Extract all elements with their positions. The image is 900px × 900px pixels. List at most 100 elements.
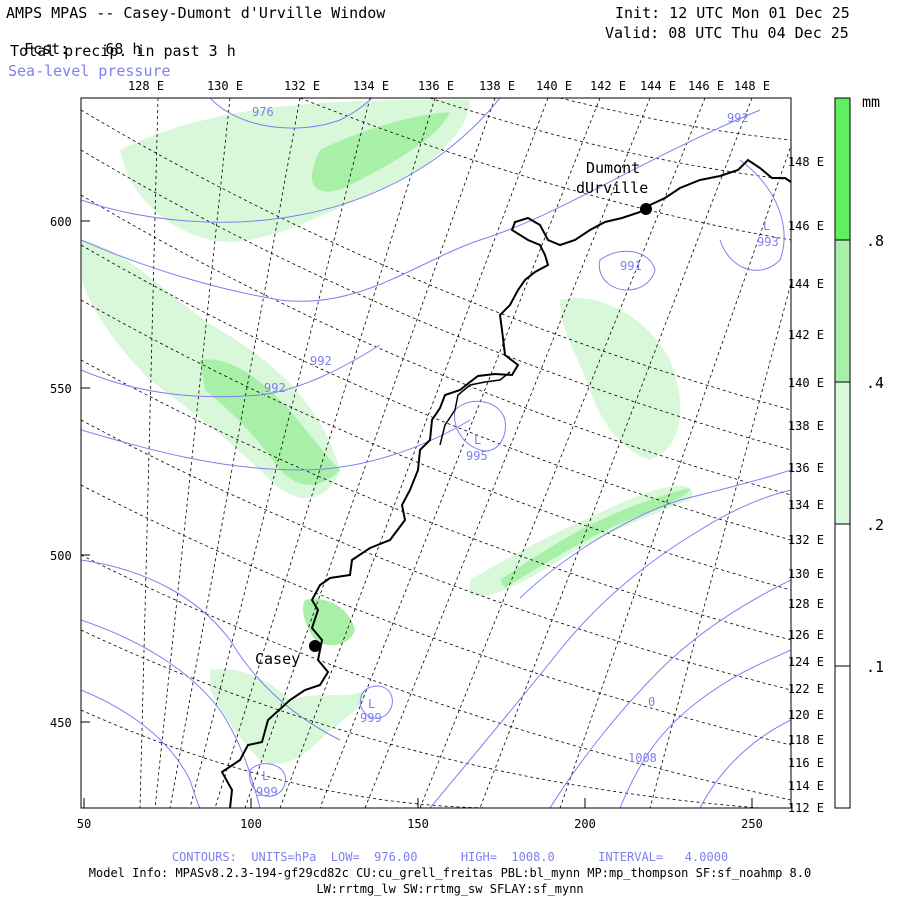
meridian-148 xyxy=(479,98,753,808)
colorbar-swatch-02 xyxy=(835,382,850,524)
lon-label-136: 136 E xyxy=(418,79,454,93)
y-label-500: 500 xyxy=(50,549,72,563)
contour-label-995: 995 xyxy=(466,449,488,463)
lon-label-142: 142 E xyxy=(590,79,626,93)
lat-label-3: 142 E xyxy=(788,328,824,342)
lon-label-132: 132 E xyxy=(284,79,320,93)
low-marker-mid: L xyxy=(474,433,481,447)
lon-label-128: 128 E xyxy=(128,79,164,93)
lat-label-16: 116 E xyxy=(788,756,824,770)
x-label-150: 150 xyxy=(407,817,429,831)
lat-label-9: 130 E xyxy=(788,567,824,581)
colorbar-swatch-08 xyxy=(835,98,850,240)
parallel-13 xyxy=(429,98,791,181)
init-time: Init: 12 UTC Mon 01 Dec 25 xyxy=(615,4,850,22)
lat-label-10: 128 E xyxy=(788,597,824,611)
low-marker-ne: L xyxy=(763,219,770,233)
x-label-100: 100 xyxy=(240,817,262,831)
isobar-east-b xyxy=(429,489,791,808)
y-label-450: 450 xyxy=(50,716,72,730)
meridian-128 xyxy=(139,98,159,808)
lat-label-14: 120 E xyxy=(788,708,824,722)
lat-label-12: 124 E xyxy=(788,655,824,669)
lat-label-4: 140 E xyxy=(788,376,824,390)
contour-label-993: 993 xyxy=(757,235,779,249)
right-lon-axis: 148 E 146 E 144 E 142 E 140 E 138 E 136 … xyxy=(788,155,824,815)
colorbar: mm .8 .4 .2 .1 xyxy=(834,93,884,809)
pressure-contours xyxy=(81,98,791,808)
contour-label-991: 991 xyxy=(620,259,642,273)
meridian-140 xyxy=(279,98,549,808)
colorbar-label-08: .8 xyxy=(866,232,884,250)
colorbar-frame xyxy=(834,97,851,809)
lon-label-134: 134 E xyxy=(353,79,389,93)
isobar-995-low xyxy=(454,400,506,452)
overlay-name: Sea-level pressure xyxy=(8,62,171,80)
lat-label-0: 148 E xyxy=(788,155,824,169)
forecast-hour: Fcst: 68 h xyxy=(6,22,141,58)
x-label-200: 200 xyxy=(574,817,596,831)
parallel-9 xyxy=(81,554,791,801)
parallel-12 xyxy=(299,98,791,241)
contour-label-999-a: 999 xyxy=(360,711,382,725)
station-labels: Casey Dumont dUrville xyxy=(255,159,648,668)
isobar-993-east xyxy=(719,159,785,271)
isobar-999-low xyxy=(249,763,286,797)
lat-label-2: 144 E xyxy=(788,277,824,291)
lat-label-7: 134 E xyxy=(788,498,824,512)
isobar-1004-a xyxy=(81,689,201,808)
left-axis: 600 550 500 450 xyxy=(50,215,72,730)
lat-label-17: 114 E xyxy=(788,779,824,793)
isobar-east-c xyxy=(549,579,791,808)
lon-label-146: 146 E xyxy=(688,79,724,93)
lon-label-144: 144 E xyxy=(640,79,676,93)
lat-label-5: 138 E xyxy=(788,419,824,433)
meridian-134 xyxy=(189,98,371,808)
parallel-7 xyxy=(81,419,791,691)
colorbar-swatch-04 xyxy=(835,240,850,382)
forecast-value: 68 h xyxy=(105,40,142,58)
parallel-10 xyxy=(81,629,761,808)
precip-area-band-core xyxy=(500,488,690,588)
valid-time: Valid: 08 UTC Thu 04 Dec 25 xyxy=(605,24,849,42)
isobar-992-mid xyxy=(81,344,381,398)
colorbar-swatch-01 xyxy=(835,524,850,666)
dumont-label-line2: dUrville xyxy=(576,179,648,197)
contour-label-992-mid: 992 xyxy=(310,354,332,368)
casey-marker xyxy=(309,640,321,652)
low-marker-casey: L xyxy=(368,697,375,711)
isobar-991 xyxy=(598,250,656,291)
forecast-label: Fcst: xyxy=(24,40,70,58)
lon-label-138: 138 E xyxy=(479,79,515,93)
isobar-north xyxy=(81,98,501,223)
precip-area-east xyxy=(560,298,681,460)
isobar-976 xyxy=(209,98,373,129)
meridian-130 xyxy=(154,98,231,808)
isobar-1000-b xyxy=(81,619,261,808)
graticule xyxy=(81,98,791,808)
contour-label-992-ne: 992 xyxy=(727,111,749,125)
meridian-146 xyxy=(419,98,706,808)
physics-info: LW:rrtmg_lw SW:rrtmg_sw SFLAY:sf_mynn xyxy=(316,882,584,896)
y-label-600: 600 xyxy=(50,215,72,229)
contour-labels: 976 992 992 992 991 993 995 999 999 1008… xyxy=(252,105,779,799)
lat-label-6: 136 E xyxy=(788,461,824,475)
lat-label-8: 132 E xyxy=(788,533,824,547)
colorbar-swatch-00 xyxy=(835,666,850,808)
y-label-550: 550 xyxy=(50,382,72,396)
axis-ticks xyxy=(81,220,753,808)
parallel-8 xyxy=(81,484,791,746)
contour-label-1008: 1008 xyxy=(628,751,657,765)
low-marker-south: L xyxy=(262,769,269,783)
lon-label-140: 140 E xyxy=(536,79,572,93)
map-frame xyxy=(80,97,792,809)
precip-area-casey xyxy=(303,599,355,646)
meridian-144 xyxy=(364,98,651,808)
lat-label-18: 112 E xyxy=(788,801,824,815)
isobar-992-west xyxy=(81,109,761,302)
model-info: Model Info: MPASv8.2.3-194-gf29cd82c CU:… xyxy=(88,866,812,880)
contour-label-992-w: 992 xyxy=(264,381,286,395)
lat-label-11: 126 E xyxy=(788,628,824,642)
x-label-50: 50 xyxy=(77,817,91,831)
precip-area-west-core xyxy=(200,359,340,485)
